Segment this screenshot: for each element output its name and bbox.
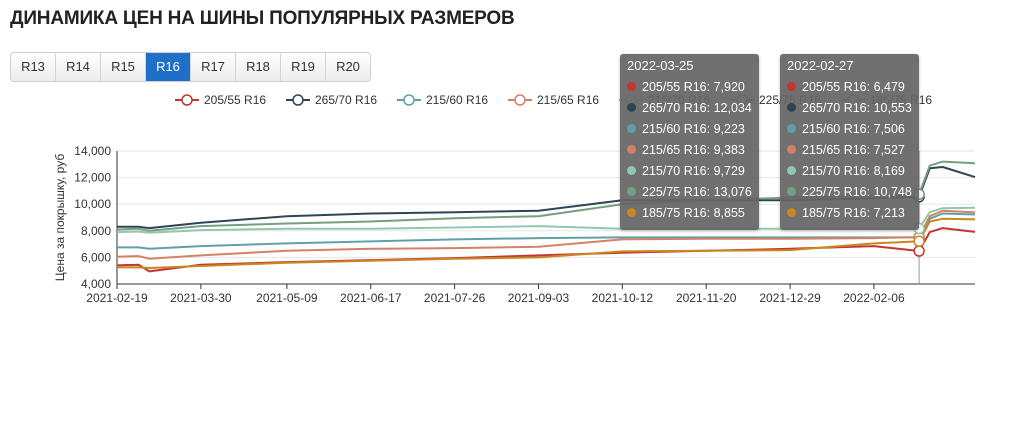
- tab-r18[interactable]: R18: [236, 53, 281, 81]
- legend-item[interactable]: 205/55 R16: [175, 93, 266, 107]
- tab-r19[interactable]: R19: [281, 53, 326, 81]
- tooltip-row: 215/60 R16: 7,506: [787, 119, 912, 140]
- series-dot-icon: [787, 103, 796, 112]
- tooltip-value: 265/70 R16: 10,553: [802, 101, 912, 115]
- x-tick-label: 2021-07-26: [424, 291, 486, 305]
- y-tick-label: 10,000: [74, 197, 111, 211]
- tooltip-row: 215/70 R16: 9,729: [627, 161, 752, 182]
- rim-size-tabs: R13 R14 R15 R16 R17 R18 R19 R20: [10, 52, 371, 82]
- legend-label: 265/70 R16: [315, 93, 377, 107]
- y-axis-label: Цена за покрышку, руб: [53, 154, 67, 282]
- tooltip-row: 205/55 R16: 7,920: [627, 77, 752, 98]
- tooltip-value: 215/60 R16: 7,506: [802, 122, 905, 136]
- series-dot-icon: [787, 124, 796, 133]
- tooltip-row: 265/70 R16: 10,553: [787, 98, 912, 119]
- x-tick-label: 2021-11-20: [676, 291, 737, 305]
- tooltip-value: 205/55 R16: 7,920: [642, 80, 745, 94]
- y-tick-label: 6,000: [81, 250, 111, 264]
- tooltip-row: 185/75 R16: 7,213: [787, 203, 912, 224]
- series-line-185-75-R16: [117, 217, 976, 269]
- x-tick-label: 2021-05-09: [256, 291, 318, 305]
- tab-r15[interactable]: R15: [101, 53, 146, 81]
- series-dot-icon: [627, 124, 636, 133]
- hover-point: [913, 235, 925, 248]
- tab-r20[interactable]: R20: [326, 53, 370, 81]
- tooltip-2022-02-27: 2022-02-27 205/55 R16: 6,479 265/70 R16: …: [780, 54, 919, 230]
- tab-r13[interactable]: R13: [11, 53, 56, 81]
- tooltip-value: 225/75 R16: 13,076: [642, 185, 752, 199]
- legend-item[interactable]: 265/70 R16: [286, 93, 377, 107]
- y-tick-label: 8,000: [81, 224, 111, 238]
- series-dot-icon: [627, 187, 636, 196]
- tooltip-date: 2022-02-27: [787, 58, 854, 73]
- legend-label: 215/65 R16: [537, 93, 599, 107]
- tooltip-value: 185/75 R16: 7,213: [802, 206, 905, 220]
- x-tick-label: 2021-12-29: [759, 291, 821, 305]
- tooltip-row: 215/70 R16: 8,169: [787, 161, 912, 182]
- series-dot-icon: [627, 166, 636, 175]
- tooltip-value: 185/75 R16: 8,855: [642, 206, 745, 220]
- y-tick-label: 4,000: [81, 277, 111, 291]
- tooltip-row: 225/75 R16: 10,748: [787, 182, 912, 203]
- x-tick-label: 2021-06-17: [340, 291, 402, 305]
- legend-item[interactable]: 215/60 R16: [397, 93, 488, 107]
- tab-r16[interactable]: R16: [146, 53, 191, 81]
- tooltip-row: 215/65 R16: 9,383: [627, 140, 752, 161]
- tooltip-value: 265/70 R16: 12,034: [642, 101, 752, 115]
- page-title: ДИНАМИКА ЦЕН НА ШИНЫ ПОПУЛЯРНЫХ РАЗМЕРОВ: [10, 8, 515, 29]
- tooltip-value: 215/65 R16: 9,383: [642, 143, 745, 157]
- series-line-225-75-R16: [116, 160, 976, 232]
- tooltip-value: 205/55 R16: 6,479: [802, 80, 905, 94]
- series-dot-icon: [787, 82, 796, 91]
- series-dot-icon: [787, 166, 796, 175]
- series-dot-icon: [627, 103, 636, 112]
- series-dot-icon: [627, 145, 636, 154]
- tooltip-value: 215/70 R16: 9,729: [642, 164, 745, 178]
- series-line-215-70-R16: [116, 206, 976, 234]
- series-dot-icon: [787, 145, 796, 154]
- series-dot-icon: [627, 82, 636, 91]
- legend-label: 215/60 R16: [426, 93, 488, 107]
- x-tick-label: 2022-02-06: [843, 291, 905, 305]
- series-dot-icon: [787, 187, 796, 196]
- tooltip-value: 215/60 R16: 9,223: [642, 122, 745, 136]
- tooltip-value: 215/65 R16: 7,527: [802, 143, 905, 157]
- tooltip-row: 225/75 R16: 13,076: [627, 182, 752, 203]
- tooltip-date: 2022-03-25: [627, 58, 694, 73]
- legend-marker-icon: [181, 94, 193, 106]
- x-tick-label: 2021-03-30: [170, 291, 232, 305]
- y-tick-label: 12,000: [74, 171, 111, 185]
- series-dot-icon: [627, 208, 636, 217]
- tab-r17[interactable]: R17: [191, 53, 236, 81]
- legend-marker-icon: [292, 94, 304, 106]
- series-dot-icon: [787, 208, 796, 217]
- tooltip-2022-03-25: 2022-03-25 205/55 R16: 7,920 265/70 R16: …: [620, 54, 759, 230]
- x-tick-label: 2021-10-12: [592, 291, 654, 305]
- x-tick-label: 2021-09-03: [508, 291, 570, 305]
- legend-label: 205/55 R16: [204, 93, 266, 107]
- tab-r14[interactable]: R14: [56, 53, 101, 81]
- x-tick-label: 2021-02-19: [86, 291, 148, 305]
- legend-marker-icon: [403, 94, 415, 106]
- tooltip-row: 215/65 R16: 7,527: [787, 140, 912, 161]
- tooltip-row: 185/75 R16: 8,855: [627, 203, 752, 224]
- hover-point: [913, 245, 925, 257]
- tooltip-row: 205/55 R16: 6,479: [787, 77, 912, 98]
- tooltip-value: 215/70 R16: 8,169: [802, 164, 905, 178]
- y-tick-label: 14,000: [74, 144, 111, 158]
- legend-marker-icon: [514, 94, 526, 106]
- tooltip-row: 265/70 R16: 12,034: [627, 98, 752, 119]
- tooltip-row: 215/60 R16: 9,223: [627, 119, 752, 140]
- tooltip-value: 225/75 R16: 10,748: [802, 185, 912, 199]
- legend-item[interactable]: 215/65 R16: [508, 93, 599, 107]
